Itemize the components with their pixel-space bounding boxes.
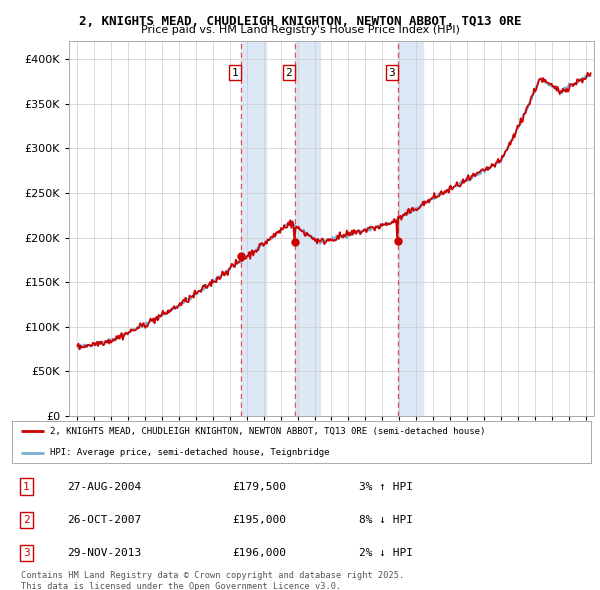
Bar [295, 41, 320, 416]
Text: 3% ↑ HPI: 3% ↑ HPI [359, 481, 413, 491]
Text: 29-NOV-2013: 29-NOV-2013 [67, 548, 141, 558]
Text: 26-OCT-2007: 26-OCT-2007 [67, 514, 141, 525]
Text: 2, KNIGHTS MEAD, CHUDLEIGH KNIGHTON, NEWTON ABBOT, TQ13 0RE: 2, KNIGHTS MEAD, CHUDLEIGH KNIGHTON, NEW… [79, 15, 521, 28]
Text: £195,000: £195,000 [232, 514, 286, 525]
Text: 3: 3 [23, 548, 30, 558]
Text: £179,500: £179,500 [232, 481, 286, 491]
Bar [241, 41, 266, 416]
Text: 1: 1 [23, 481, 30, 491]
Text: Contains HM Land Registry data © Crown copyright and database right 2025.
This d: Contains HM Land Registry data © Crown c… [21, 571, 404, 590]
Text: 27-AUG-2004: 27-AUG-2004 [67, 481, 141, 491]
Text: HPI: Average price, semi-detached house, Teignbridge: HPI: Average price, semi-detached house,… [50, 448, 329, 457]
Text: 2% ↓ HPI: 2% ↓ HPI [359, 548, 413, 558]
Bar [398, 41, 423, 416]
Text: 8% ↓ HPI: 8% ↓ HPI [359, 514, 413, 525]
Text: £196,000: £196,000 [232, 548, 286, 558]
Text: 2: 2 [23, 514, 30, 525]
Text: 3: 3 [388, 67, 395, 77]
Text: Price paid vs. HM Land Registry's House Price Index (HPI): Price paid vs. HM Land Registry's House … [140, 25, 460, 35]
Text: 1: 1 [232, 67, 238, 77]
Text: 2: 2 [285, 67, 292, 77]
Text: 2, KNIGHTS MEAD, CHUDLEIGH KNIGHTON, NEWTON ABBOT, TQ13 0RE (semi-detached house: 2, KNIGHTS MEAD, CHUDLEIGH KNIGHTON, NEW… [50, 427, 485, 436]
